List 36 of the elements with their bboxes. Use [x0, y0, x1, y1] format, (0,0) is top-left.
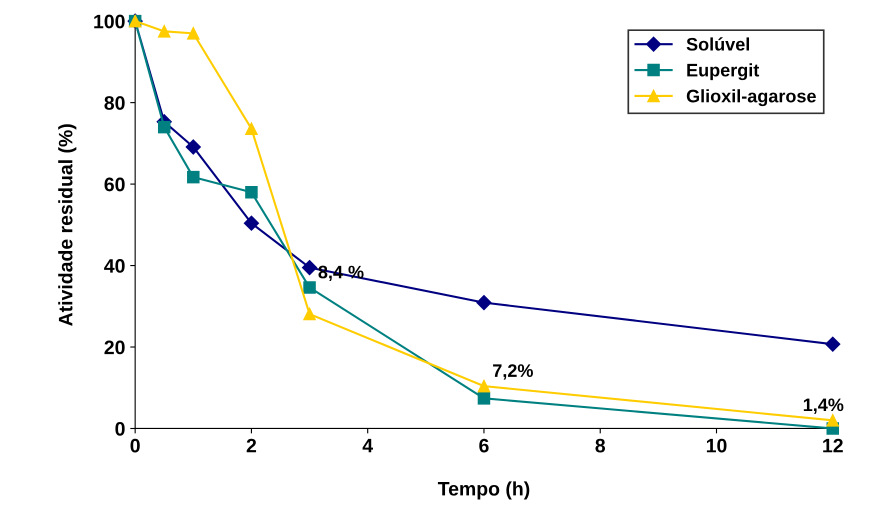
y-tick-label: 20 — [104, 340, 125, 354]
y-tick-label: 60 — [104, 178, 125, 192]
point — [158, 25, 170, 38]
legend-label: Glioxil-agarose — [686, 89, 816, 106]
point — [476, 295, 492, 310]
point — [187, 27, 200, 40]
annotation: 7,2% — [493, 364, 533, 380]
y-tick-label: 0 — [115, 422, 125, 436]
point — [158, 120, 170, 134]
point — [303, 308, 316, 320]
x-tick-label: 8 — [595, 438, 606, 452]
point — [303, 281, 316, 294]
y-axis-title: Atividade residual (%) — [58, 124, 76, 326]
x-tick-label: 2 — [246, 438, 256, 452]
legend-label: Eupergit — [687, 63, 760, 80]
y-tick-label: 80 — [104, 96, 125, 110]
point — [244, 216, 259, 231]
point — [478, 380, 490, 392]
x-tick-label: 12 — [823, 438, 843, 452]
annotation: 1,4% — [804, 398, 844, 414]
point — [302, 260, 318, 276]
point — [245, 122, 258, 135]
x-tick-label: 4 — [362, 438, 373, 452]
x-tick-label: 0 — [130, 438, 140, 452]
point — [186, 139, 201, 155]
point — [478, 392, 490, 405]
y-tick-label: 40 — [104, 259, 125, 273]
point — [245, 186, 258, 198]
x-tick-label: 10 — [706, 438, 727, 452]
point — [825, 336, 840, 352]
y-tick-label: 100 — [94, 14, 125, 28]
x-tick-label: 6 — [479, 438, 489, 452]
x-axis-title: Tempo (h) — [438, 481, 530, 500]
point — [187, 170, 200, 184]
point — [826, 414, 840, 427]
legend-label: Solúvel — [686, 37, 750, 51]
